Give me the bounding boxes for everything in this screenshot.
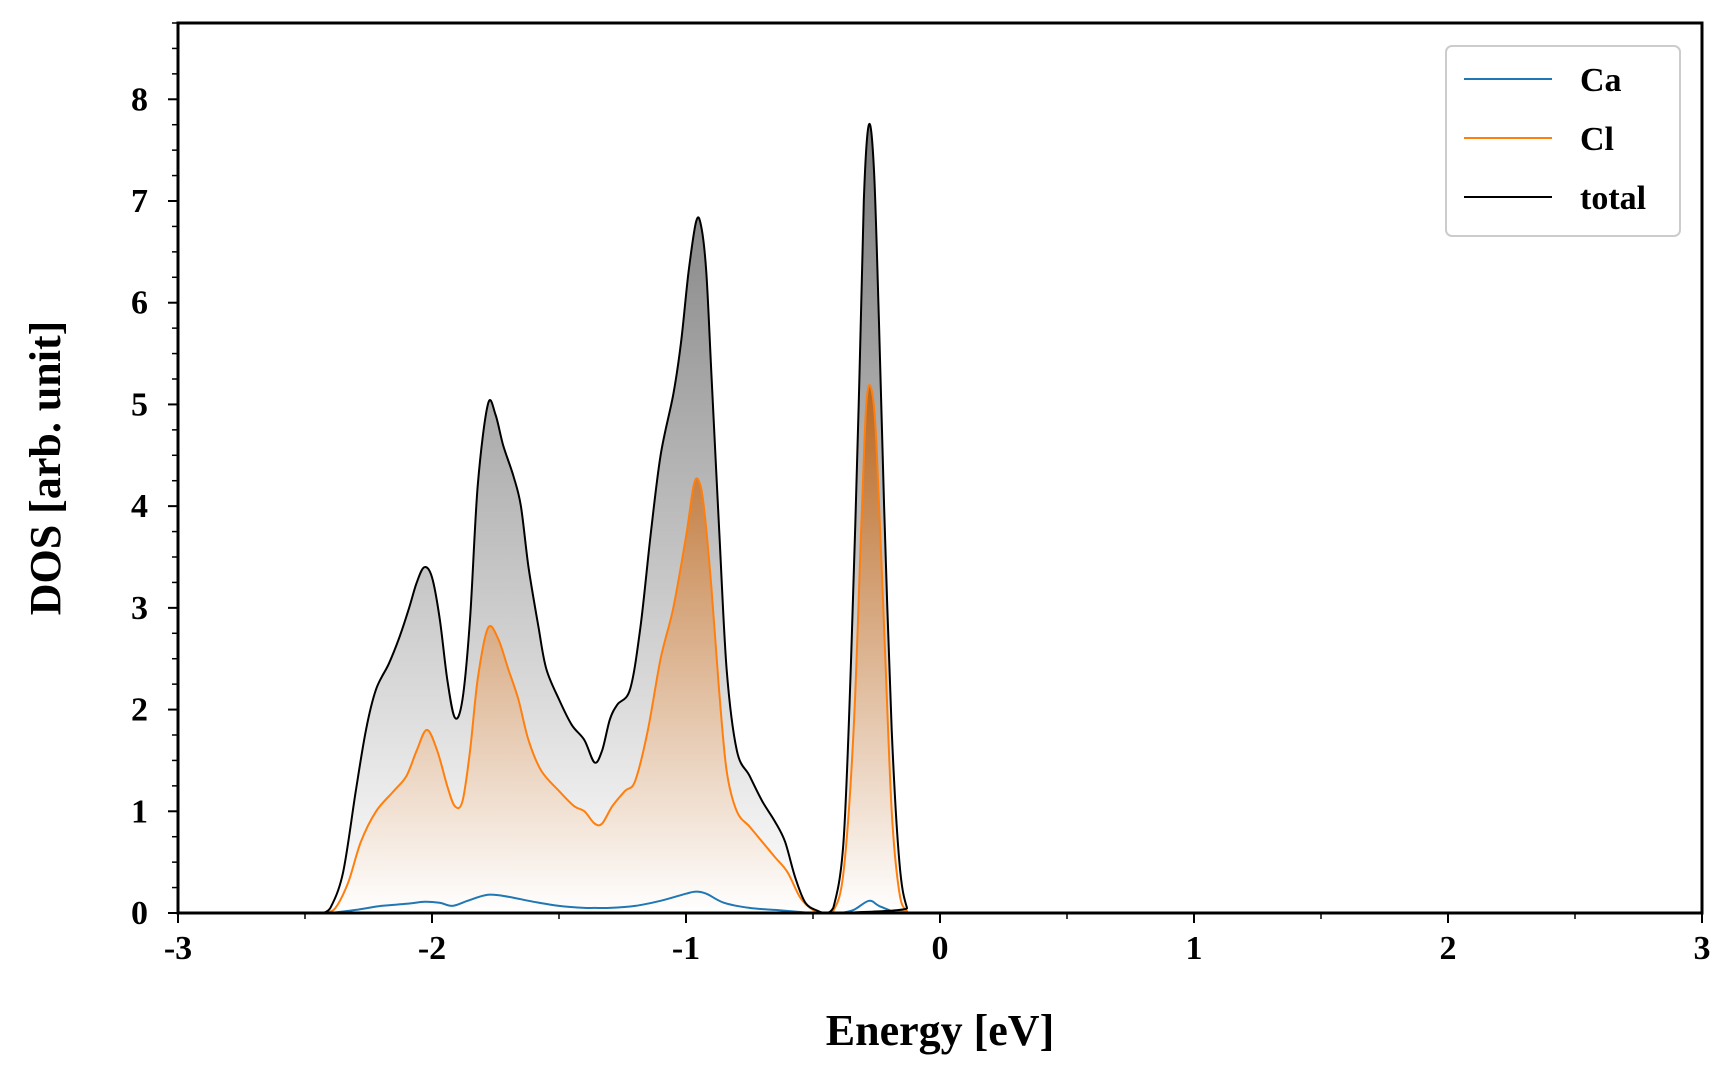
y-tick-label: 4 <box>131 488 148 525</box>
x-tick-label: -1 <box>672 930 700 967</box>
area-fill-cl <box>325 384 1702 913</box>
y-tick-label: 8 <box>131 81 148 118</box>
legend-box <box>1445 45 1681 237</box>
series-lines <box>322 122 1702 915</box>
y-tick-label: 2 <box>131 692 148 729</box>
x-axis-label: Energy [eV] <box>826 1006 1055 1055</box>
series-fills <box>322 123 1702 914</box>
y-tick-label: 0 <box>131 895 148 932</box>
y-axis-label: DOS [arb. unit] <box>21 321 70 616</box>
axis-ticks: -3 -2 -1 0 1 2 3 0 1 2 3 4 5 6 7 8 <box>131 22 1711 967</box>
series-line-ca <box>330 890 1702 915</box>
y-tick-label: 1 <box>131 793 148 830</box>
series-line-total <box>322 122 1702 915</box>
x-tick-label: -3 <box>164 930 192 967</box>
legend-label-ca: Ca <box>1580 62 1622 99</box>
y-tick-label: 7 <box>131 183 148 220</box>
y-tick-label: 6 <box>131 285 148 322</box>
series-line-cl <box>324 383 1702 915</box>
x-tick-label: 0 <box>932 930 949 967</box>
y-tick-label: 5 <box>131 386 148 423</box>
x-tick-label: 1 <box>1186 930 1203 967</box>
x-tick-label: 2 <box>1440 930 1457 967</box>
x-tick-label: -2 <box>418 930 446 967</box>
legend-label-total: total <box>1580 180 1646 217</box>
y-tick-label: 3 <box>131 590 148 627</box>
legend-label-cl: Cl <box>1580 121 1614 158</box>
x-tick-label: 3 <box>1694 930 1711 967</box>
legend: Ca Cl total <box>1445 45 1681 237</box>
